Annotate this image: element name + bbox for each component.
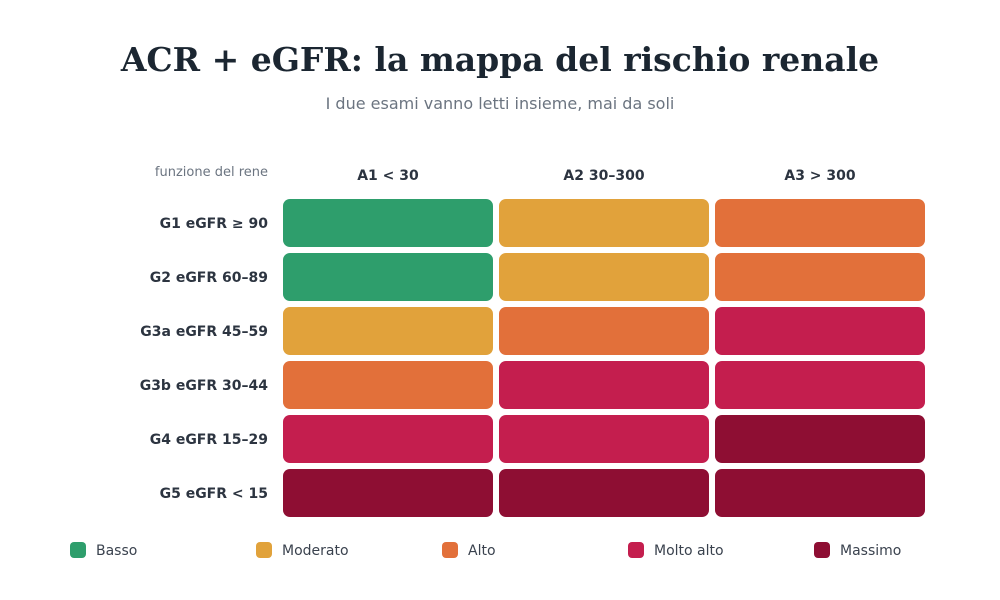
legend-swatch [814,542,830,558]
heatmap-cell [283,307,493,355]
legend-label: Massimo [840,543,901,559]
row-label: G1 eGFR ≥ 90 [160,216,269,232]
chart-title: ACR + eGFR: la mappa del rischio renale [120,40,880,79]
legend-label: Basso [96,543,137,559]
heatmap-cell [715,469,925,517]
legend-swatch [628,542,644,558]
row-label: G5 eGFR < 15 [160,486,268,502]
row-label: G4 eGFR 15–29 [150,432,268,448]
heatmap-cell [283,415,493,463]
heatmap-cell [283,469,493,517]
heatmap-cell [499,469,709,517]
row-label: G3a eGFR 45–59 [140,324,268,340]
heatmap-cell [283,199,493,247]
heatmap-cell [715,307,925,355]
legend-item: Basso [70,542,137,559]
heatmap-cell [715,361,925,409]
row-label: G2 eGFR 60–89 [150,270,268,286]
legend-label: Moderato [282,543,349,559]
column-label: A3 > 300 [784,168,856,184]
heatmap-cell [715,253,925,301]
legend-item: Molto alto [628,542,724,559]
legend-swatch [70,542,86,558]
legend-item: Moderato [256,542,349,559]
legend-label: Alto [468,543,496,559]
heatmap-cell [715,415,925,463]
heatmap-cell [499,361,709,409]
chart-subtitle: I due esami vanno letti insieme, mai da … [325,94,675,113]
heatmap-cell [283,253,493,301]
heatmap-cell [283,361,493,409]
legend-label: Molto alto [654,543,724,559]
heatmap-cell [715,199,925,247]
row-label: G3b eGFR 30–44 [140,378,269,394]
heatmap-cell [499,415,709,463]
heatmap-cell [499,199,709,247]
row-axis-label: funzione del rene [155,165,268,180]
legend-item: Massimo [814,542,901,559]
legend-swatch [256,542,272,558]
column-label: A2 30–300 [563,168,644,184]
legend-swatch [442,542,458,558]
column-label: A1 < 30 [357,168,419,184]
heatmap-cell [499,307,709,355]
heatmap-cell [499,253,709,301]
legend-item: Alto [442,542,496,559]
